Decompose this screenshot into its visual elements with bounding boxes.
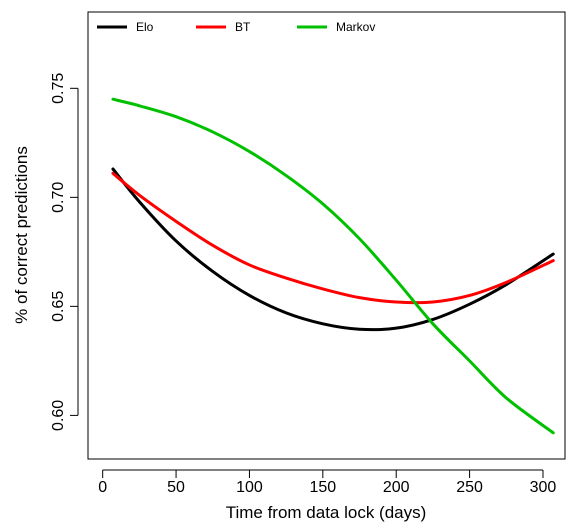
- x-tick-label: 150: [309, 479, 336, 496]
- x-tick-label: 200: [383, 479, 410, 496]
- y-tick-label: 0.65: [50, 291, 67, 322]
- series-line-elo: [111, 167, 555, 332]
- legend-label-markov: Markov: [336, 20, 375, 34]
- y-tick-label: 0.75: [50, 73, 67, 104]
- series-line-markov: [111, 97, 555, 435]
- x-tick-label: 50: [167, 479, 185, 496]
- legend-label-elo: Elo: [136, 20, 154, 34]
- x-axis: 0 50 100 150 200 250 300: [98, 469, 557, 496]
- x-axis-label: Time from data lock (days): [226, 503, 427, 522]
- legend-label-bt: BT: [235, 20, 251, 34]
- y-axis: 0.60 0.65 0.70 0.75: [50, 73, 79, 431]
- series-layer: [111, 97, 555, 435]
- y-tick-label: 0.70: [50, 182, 67, 213]
- y-tick-label: 0.60: [50, 400, 67, 431]
- x-tick-label: 0: [98, 479, 107, 496]
- x-tick-label: 300: [530, 479, 557, 496]
- x-tick-label: 100: [236, 479, 263, 496]
- y-axis-label: % of correct predictions: [12, 146, 31, 324]
- legend: Elo BT Markov: [97, 20, 375, 34]
- plot-frame: [87, 11, 566, 460]
- series-line-bt: [111, 171, 555, 305]
- x-tick-label: 250: [456, 479, 483, 496]
